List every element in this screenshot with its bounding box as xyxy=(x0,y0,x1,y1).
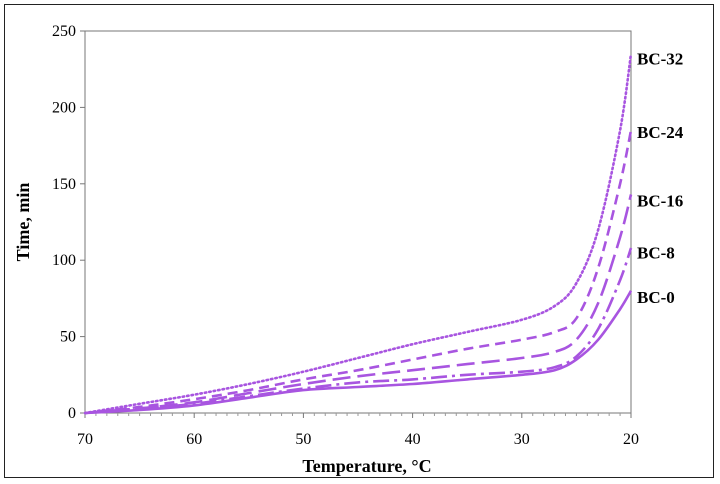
y-tick-label: 150 xyxy=(52,176,76,193)
series-label-bc-16: BC-16 xyxy=(637,192,683,211)
y-axis-title: Time, min xyxy=(13,183,33,262)
series-label-bc-32: BC-32 xyxy=(637,50,683,69)
x-tick-label: 20 xyxy=(623,431,639,448)
y-tick-label: 250 xyxy=(52,23,76,40)
x-tick-label: 60 xyxy=(186,431,202,448)
series-line-bc-0 xyxy=(84,290,633,415)
series-lines xyxy=(83,52,633,415)
series-labels: BC-32 BC-24 BC-16 BC-8 BC-0 xyxy=(637,50,684,307)
x-tick-label: 30 xyxy=(514,431,530,448)
series-line-bc-24 xyxy=(84,130,633,415)
series-label-bc-0: BC-0 xyxy=(637,288,675,307)
chart-frame xyxy=(4,4,714,478)
series-label-bc-8: BC-8 xyxy=(637,244,675,263)
plot-area xyxy=(84,30,632,414)
y-tick-label: 0 xyxy=(68,405,76,422)
series-line-bc-16 xyxy=(84,194,633,415)
x-tick-label: 70 xyxy=(77,431,93,448)
series-line-bc-32 xyxy=(83,52,633,415)
y-tick-label: 200 xyxy=(52,99,76,116)
x-axis-ticks: 70 60 50 40 30 20 xyxy=(77,413,639,448)
y-tick-label: 50 xyxy=(60,329,76,346)
x-tick-label: 40 xyxy=(405,431,421,448)
series-line-bc-8 xyxy=(84,247,633,415)
series-label-bc-24: BC-24 xyxy=(637,123,684,142)
x-tick-label: 50 xyxy=(295,431,311,448)
y-axis-ticks: 0 50 100 150 200 250 xyxy=(52,23,85,422)
x-axis-title: Temperature, °C xyxy=(302,456,431,476)
y-tick-label: 100 xyxy=(52,252,76,269)
